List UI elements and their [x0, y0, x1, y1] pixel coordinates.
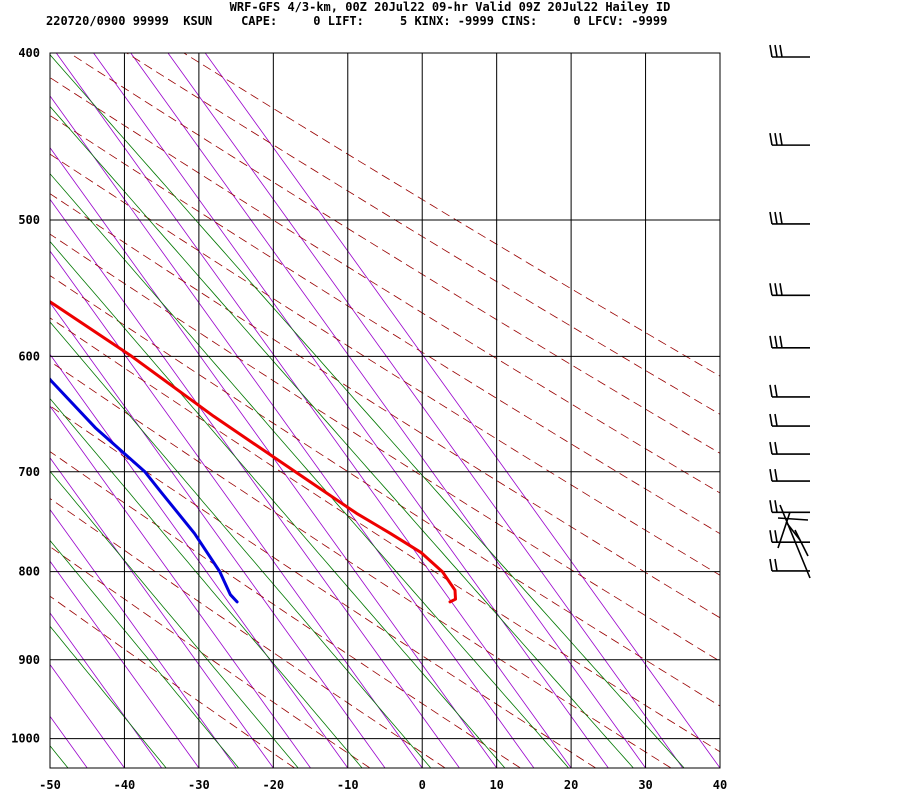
plot-frame	[49, 52, 721, 769]
wind-barb	[769, 558, 810, 572]
temperature-profile	[50, 300, 457, 604]
isotherm-line	[50, 146, 497, 768]
wind-barb	[769, 384, 810, 398]
isotherm-line	[93, 53, 609, 768]
reference-lines	[0, 53, 720, 768]
y-tick-label: 700	[18, 465, 40, 479]
dry-adiabat-line	[50, 114, 720, 535]
wind-barb	[769, 441, 810, 455]
dry-adiabat-line	[50, 77, 720, 494]
mixing-ratio-line	[50, 321, 432, 768]
wind-barb	[769, 530, 810, 543]
isotherm-line	[50, 508, 237, 768]
isotherm-line	[167, 53, 684, 768]
x-tick-label: 30	[638, 778, 652, 792]
dry-adiabat-line	[50, 451, 521, 768]
mixing-ratio-line	[50, 470, 299, 768]
wind-barbs	[769, 44, 811, 579]
x-tick-label: -10	[337, 778, 359, 792]
dry-adiabat-line	[50, 233, 720, 662]
dewpoint-profile	[50, 377, 239, 604]
dry-adiabat-line	[50, 153, 720, 576]
wind-barb	[769, 413, 810, 427]
x-tick-label: 10	[489, 778, 503, 792]
dry-adiabat-line	[50, 275, 720, 707]
dry-adiabat-line	[183, 53, 720, 377]
y-tick-label: 500	[18, 213, 40, 227]
wind-barb	[769, 133, 810, 146]
wind-barb	[769, 283, 810, 297]
isotherm-line	[50, 715, 88, 768]
mixing-ratio-line	[50, 625, 167, 768]
isotherm-line	[50, 302, 386, 768]
isotherm-line	[130, 53, 646, 768]
isotherm-line	[50, 353, 349, 768]
wind-barb	[769, 500, 810, 514]
x-tick-label: 0	[419, 778, 426, 792]
x-tick-label: -50	[39, 778, 61, 792]
x-tick-label: -40	[114, 778, 136, 792]
isotherm-line	[50, 405, 311, 768]
mixing-ratio-line	[50, 54, 685, 768]
dry-adiabat-line	[50, 595, 295, 768]
dry-adiabat-line	[50, 498, 446, 768]
dry-adiabat-line	[50, 193, 720, 619]
dry-adiabat-line	[50, 546, 371, 768]
sounding-profiles	[50, 300, 457, 604]
mixing-ratio-line	[50, 173, 569, 768]
wind-barb	[769, 44, 810, 58]
mixing-ratio-line	[50, 105, 634, 768]
wind-barb-surface	[777, 504, 811, 579]
isotherm-line	[50, 560, 200, 768]
station-info-line: 220720/0900 99999 KSUN CAPE: 0 LIFT: 5 K…	[46, 14, 668, 28]
wind-barb	[769, 335, 810, 349]
isotherm-line	[50, 198, 460, 768]
isotherm-line	[50, 95, 535, 768]
dry-adiabat-line	[50, 360, 672, 768]
dry-adiabat-line	[126, 53, 720, 415]
x-tick-label: 40	[713, 778, 727, 792]
dry-adiabat-line	[50, 405, 596, 768]
x-tick-label: -30	[188, 778, 210, 792]
isotherm-line	[204, 53, 720, 768]
y-tick-label: 900	[18, 653, 40, 667]
wind-barb	[769, 468, 810, 482]
mixing-ratio-line	[50, 539, 240, 768]
dry-adiabat-line	[50, 317, 720, 753]
x-tick-label: 20	[564, 778, 578, 792]
wind-barb	[769, 211, 810, 225]
dry-adiabat-line	[69, 53, 720, 454]
chart-title: WRF-GFS 4/3-km, 00Z 20Jul22 09-hr Valid …	[229, 0, 671, 14]
y-tick-label: 800	[18, 565, 40, 579]
isotherm-line	[50, 612, 162, 768]
mixing-ratio-line	[50, 397, 363, 768]
isotherm-line	[50, 250, 423, 768]
isotherm-line	[55, 53, 572, 768]
mixing-ratio-line	[50, 240, 506, 768]
y-tick-label: 1000	[11, 732, 40, 746]
axis-tick-labels: -50 -40 -30 -20 -10 0 10 20 30 40 400 500 600 700 800 9…	[11, 46, 727, 792]
x-tick-label: -20	[262, 778, 284, 792]
y-tick-label: 600	[18, 349, 40, 363]
y-tick-label: 400	[18, 46, 40, 60]
isotherm-line	[50, 457, 274, 768]
isotherm-line	[0, 53, 13, 768]
